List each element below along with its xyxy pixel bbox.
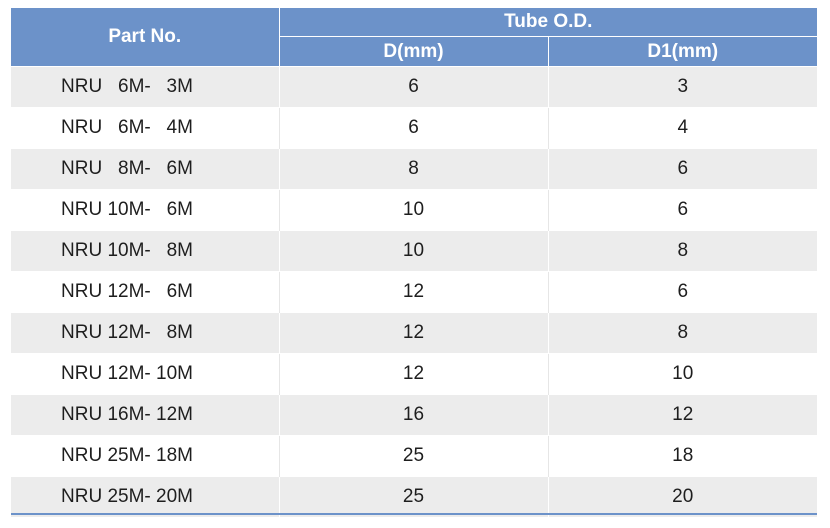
cell-d: 10: [279, 189, 549, 231]
cell-part-no: NRU 12M- 8M: [11, 312, 280, 354]
cell-d1: 6: [548, 189, 817, 231]
cell-d1: 10: [548, 353, 817, 395]
cell-d: 6: [279, 107, 549, 149]
cell-d: 6: [279, 66, 549, 108]
cell-d: 8: [279, 148, 549, 190]
cell-d: 12: [279, 271, 549, 313]
cell-d1: 20: [548, 476, 817, 517]
cell-d1: 8: [548, 312, 817, 354]
spec-table: Part No. Tube O.D. D(mm) D1(mm) NRU 6M- …: [11, 8, 817, 517]
table-row: NRU 12M- 8M 12 8: [11, 312, 817, 354]
cell-part-no: NRU 25M- 18M: [11, 435, 280, 477]
cell-d1: 8: [548, 230, 817, 272]
cell-part-no: NRU 25M- 20M: [11, 476, 280, 517]
spec-table-container: Part No. Tube O.D. D(mm) D1(mm) NRU 6M- …: [11, 8, 817, 517]
cell-d: 12: [279, 312, 549, 354]
table-row: NRU 12M- 6M 12 6: [11, 271, 817, 313]
cell-d1: 6: [548, 271, 817, 313]
cell-d: 25: [279, 435, 549, 477]
table-row: NRU 25M- 18M 25 18: [11, 435, 817, 477]
cell-part-no: NRU 10M- 6M: [11, 189, 280, 231]
table-row: NRU 25M- 20M 25 20: [11, 476, 817, 517]
cell-d: 10: [279, 230, 549, 272]
header-d-mm: D(mm): [279, 36, 549, 67]
cell-part-no: NRU 10M- 8M: [11, 230, 280, 272]
cell-d1: 6: [548, 148, 817, 190]
table-bottom-rule: [11, 513, 817, 515]
cell-part-no: NRU 6M- 3M: [11, 66, 280, 108]
cell-part-no: NRU 8M- 6M: [11, 148, 280, 190]
header-part-no: Part No.: [11, 8, 280, 67]
table-row: NRU 10M- 8M 10 8: [11, 230, 817, 272]
cell-part-no: NRU 12M- 6M: [11, 271, 280, 313]
header-d1-mm: D1(mm): [548, 36, 817, 67]
cell-d: 16: [279, 394, 549, 436]
cell-part-no: NRU 12M- 10M: [11, 353, 280, 395]
cell-d1: 4: [548, 107, 817, 149]
table-row: NRU 12M- 10M 12 10: [11, 353, 817, 395]
table-row: NRU 6M- 4M 6 4: [11, 107, 817, 149]
cell-part-no: NRU 6M- 4M: [11, 107, 280, 149]
table-row: NRU 8M- 6M 8 6: [11, 148, 817, 190]
table-row: NRU 16M- 12M 16 12: [11, 394, 817, 436]
cell-d: 12: [279, 353, 549, 395]
cell-d1: 12: [548, 394, 817, 436]
header-tube-od: Tube O.D.: [279, 8, 817, 37]
cell-part-no: NRU 16M- 12M: [11, 394, 280, 436]
cell-d1: 3: [548, 66, 817, 108]
table-row: NRU 6M- 3M 6 3: [11, 66, 817, 108]
cell-d: 25: [279, 476, 549, 517]
cell-d1: 18: [548, 435, 817, 477]
table-row: NRU 10M- 6M 10 6: [11, 189, 817, 231]
